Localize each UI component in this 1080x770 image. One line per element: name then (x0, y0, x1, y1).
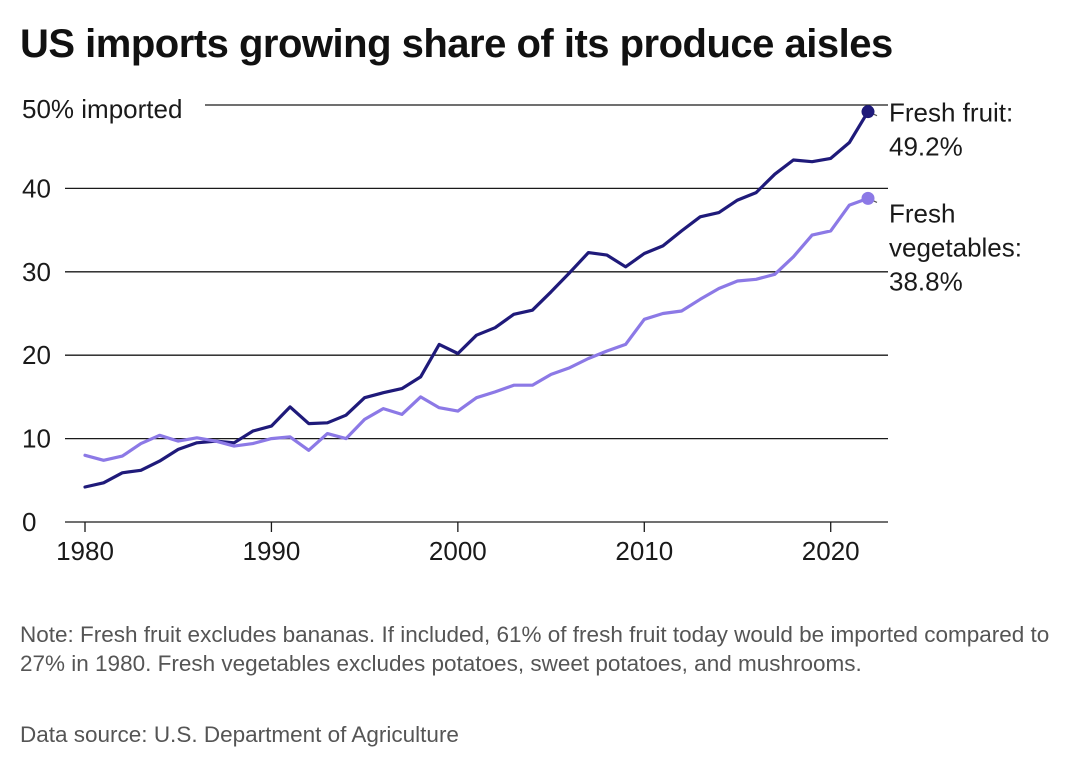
series-end-labels: Fresh fruit: 49.2% Fresh vegetables: 38.8% (889, 98, 1022, 297)
y-tick-label-50: 50% imported (22, 94, 182, 124)
series-end-label-fresh-vegetables-1: vegetables: (889, 232, 1022, 262)
series-line-fresh-vegetables (83, 196, 870, 462)
series-line-fresh-fruit (83, 110, 870, 489)
series-end-point-fresh-fruit (861, 105, 875, 119)
series-end-point-fresh-vegetables (861, 191, 875, 205)
x-tick-label-1980: 1980 (56, 536, 114, 566)
y-axis-tick-labels: 0 10 20 30 40 50% imported (22, 94, 182, 537)
line-chart: 0 10 20 30 40 50% imported 1980 1990 2000 2010 20… (22, 94, 1022, 566)
data-source: Data source: U.S. Department of Agricult… (20, 722, 459, 747)
series-end-label-fresh-vegetables-2: 38.8% (889, 266, 963, 296)
x-tick-label-2020: 2020 (802, 536, 860, 566)
y-tick-label-20: 20 (22, 340, 51, 370)
x-tick-label-2010: 2010 (615, 536, 673, 566)
y-tick-label-0: 0 (22, 507, 36, 537)
x-tick-label-2000: 2000 (429, 536, 487, 566)
x-tick-label-1990: 1990 (243, 536, 301, 566)
series-end-label-fresh-vegetables-0: Fresh (889, 198, 955, 228)
chart-title: US imports growing share of its produce … (20, 22, 893, 66)
chart-note: Note: Fresh fruit excludes bananas. If i… (20, 622, 1050, 676)
series-end-label-fresh-fruit-1: 49.2% (889, 132, 963, 162)
y-tick-label-10: 10 (22, 424, 51, 454)
y-tick-label-30: 30 (22, 257, 51, 287)
x-axis: 1980 1990 2000 2010 2020 (56, 521, 888, 566)
series-end-label-fresh-fruit-0: Fresh fruit: (889, 98, 1013, 128)
y-tick-label-40: 40 (22, 173, 51, 203)
series-lines (83, 105, 878, 489)
gridlines (65, 104, 888, 440)
